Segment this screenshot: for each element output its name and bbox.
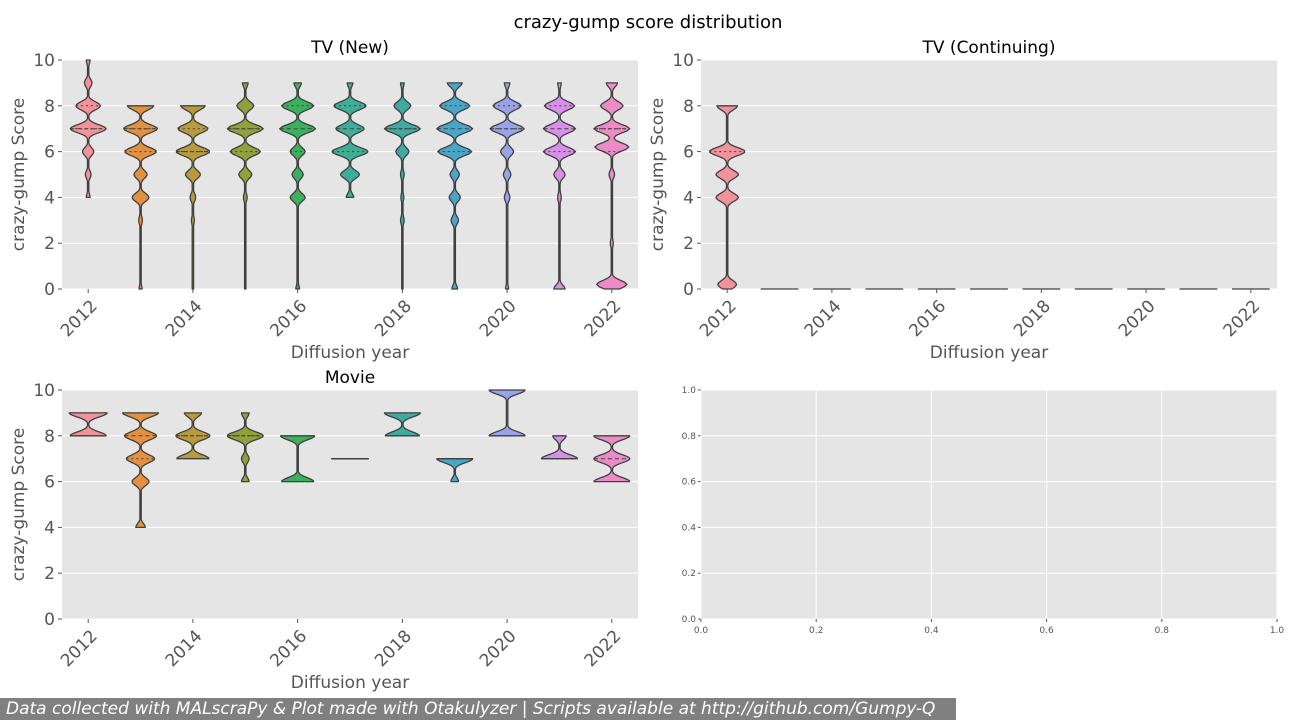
y-tick-label: 0.4 — [682, 523, 697, 533]
x-tick-label: 2020 — [476, 626, 521, 671]
violin-2022 — [593, 82, 631, 290]
figure-title: crazy-gump score distribution — [514, 12, 783, 33]
x-axis-label: Diffusion year — [291, 673, 409, 693]
x-axis-label: Diffusion year — [930, 343, 1048, 363]
plot-area — [62, 390, 638, 619]
y-tick-label: 2 — [44, 564, 55, 584]
y-tick-label: 10 — [672, 51, 694, 71]
x-tick-label: 2022 — [581, 296, 626, 341]
y-tick-label: 1.0 — [682, 386, 697, 396]
x-tick-label: 2022 — [581, 626, 626, 671]
panel-title: TV (New) — [310, 38, 389, 58]
panel-0: 0 2 4 6 8 10 2012 2014 2016 2018 2020 2022 TV (New) D… — [9, 38, 638, 363]
y-tick-label: 4 — [44, 188, 55, 208]
y-tick-label: 4 — [683, 188, 694, 208]
y-tick-label: 8 — [44, 97, 55, 117]
y-tick-label: 8 — [44, 427, 55, 447]
x-tick-label: 2016 — [266, 296, 311, 341]
violin-2013 — [123, 105, 159, 290]
panel-2: 0 2 4 6 8 10 2012 2014 2016 2018 2020 2022 Movie Diff… — [9, 368, 638, 693]
violin-2015 — [226, 82, 264, 290]
x-tick-label: 2018 — [371, 296, 416, 341]
panel-3: 0.0 0.2 0.4 0.6 0.8 1.0 0.0 0.2 0.4 0.6 0.8 1.0 — [682, 386, 1285, 636]
x-tick-label: 2020 — [1115, 296, 1160, 341]
x-tick-label: 2016 — [905, 296, 950, 341]
x-tick-label: 2014 — [801, 296, 846, 341]
x-tick-label: 2022 — [1220, 296, 1265, 341]
x-tick-label: 2018 — [1010, 296, 1055, 341]
violin-2017 — [331, 82, 369, 199]
x-tick-label: 2012 — [57, 296, 102, 341]
x-tick-label: 0.2 — [809, 626, 823, 636]
x-tick-label: 0.4 — [924, 626, 939, 636]
x-tick-label: 2014 — [162, 626, 207, 671]
y-tick-label: 10 — [33, 51, 55, 71]
y-tick-label: 0 — [44, 280, 55, 300]
panel-title: Movie — [325, 368, 375, 388]
violin-2015 — [226, 412, 264, 483]
violin-2019 — [436, 82, 474, 290]
y-tick-label: 0.0 — [682, 615, 697, 625]
y-axis-label: crazy-gump Score — [648, 98, 668, 252]
x-tick-label: 2012 — [57, 626, 102, 671]
y-tick-label: 0 — [683, 280, 694, 300]
violin-2021 — [542, 82, 577, 290]
y-tick-label: 0.2 — [682, 569, 696, 579]
y-axis-label: crazy-gump Score — [9, 98, 29, 252]
x-tick-label: 1.0 — [1270, 626, 1285, 636]
x-axis-label: Diffusion year — [291, 343, 409, 363]
footer-credit: Data collected with MALscraPy & Plot mad… — [0, 698, 956, 720]
panel-1: 0 2 4 6 8 10 2012 2014 2016 2018 2020 2022 TV (Conti… — [648, 38, 1277, 363]
y-tick-label: 6 — [44, 143, 55, 163]
panel-title: TV (Continuing) — [922, 38, 1056, 58]
x-tick-label: 0.8 — [1155, 626, 1170, 636]
plot-area — [701, 60, 1277, 289]
y-axis-label: crazy-gump Score — [9, 428, 29, 582]
x-tick-label: 0.0 — [694, 626, 709, 636]
y-tick-label: 0.6 — [682, 478, 697, 488]
y-tick-label: 6 — [44, 473, 55, 493]
x-tick-label: 2020 — [476, 296, 521, 341]
y-tick-label: 8 — [683, 97, 694, 117]
violin-2019 — [436, 458, 474, 483]
x-tick-label: 2018 — [371, 626, 416, 671]
x-tick-label: 2016 — [266, 626, 311, 671]
y-tick-label: 0.8 — [682, 432, 697, 442]
x-tick-label: 2012 — [696, 296, 741, 341]
violin-2018 — [383, 82, 421, 290]
y-tick-label: 2 — [44, 234, 55, 254]
violin-2020 — [489, 82, 525, 290]
y-tick-label: 4 — [44, 518, 55, 538]
y-tick-label: 2 — [683, 234, 694, 254]
y-tick-label: 10 — [33, 381, 55, 401]
x-tick-label: 0.6 — [1039, 626, 1054, 636]
violin-2016 — [279, 82, 317, 290]
violin-2013 — [121, 412, 160, 529]
x-tick-label: 2014 — [162, 296, 207, 341]
y-tick-label: 6 — [683, 143, 694, 163]
y-tick-label: 0 — [44, 610, 55, 630]
plot-area — [701, 390, 1277, 619]
